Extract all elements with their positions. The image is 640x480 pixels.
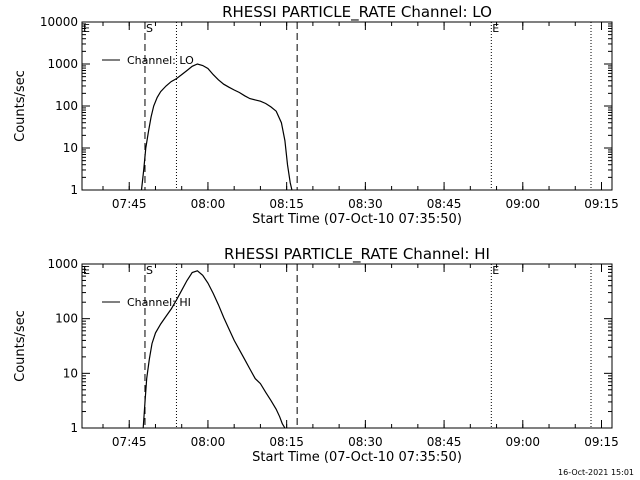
y-tick-label: 1 — [70, 183, 78, 197]
chart-title: RHESSI PARTICLE_RATE Channel: LO — [222, 3, 492, 22]
y-axis-label: Counts/sec — [13, 70, 28, 142]
legend-label: Channel: HI — [127, 296, 191, 309]
x-tick-label: 07:45 — [112, 435, 147, 449]
y-axis-label: Counts/sec — [13, 310, 28, 382]
marker-label: E — [83, 22, 90, 35]
x-tick-label: 08:00 — [191, 197, 226, 211]
x-tick-label: 09:00 — [505, 197, 540, 211]
y-tick-label: 10000 — [40, 15, 78, 29]
x-tick-label: 08:45 — [427, 197, 462, 211]
chart-panel-hi: RHESSI PARTICLE_RATE Channel: HI 07:45 08:… — [13, 245, 619, 465]
marker-label: S — [146, 22, 153, 35]
series-line — [140, 63, 293, 191]
series-line — [142, 270, 286, 429]
x-tick-label: 09:15 — [584, 435, 619, 449]
x-tick-label: 08:00 — [191, 435, 226, 449]
legend-label: Channel: LO — [127, 54, 194, 67]
x-tick-label: 08:15 — [269, 435, 304, 449]
x-axis-label: Start Time (07-Oct-10 07:35:50) — [252, 450, 462, 465]
x-tick-label: 08:30 — [348, 435, 383, 449]
y-tick-label: 1000 — [47, 257, 78, 271]
chart-title: RHESSI PARTICLE_RATE Channel: HI — [224, 245, 490, 264]
y-tick-label: 100 — [55, 312, 78, 326]
plot-frame — [81, 21, 613, 191]
x-tick-label: 08:30 — [348, 197, 383, 211]
x-tick-label: 09:15 — [584, 197, 619, 211]
marker-label: E — [492, 22, 499, 35]
x-tick-label: 08:45 — [427, 435, 462, 449]
marker-label: E — [492, 264, 499, 277]
x-tick-label: 07:45 — [112, 197, 147, 211]
y-tick-label: 10 — [63, 141, 78, 155]
y-tick-label: 1 — [70, 421, 78, 435]
plot-frame — [81, 263, 613, 429]
y-tick-label: 1000 — [47, 57, 78, 71]
x-axis-label: Start Time (07-Oct-10 07:35:50) — [252, 212, 462, 227]
marker-label: S — [146, 264, 153, 277]
footer-timestamp: 16-Oct-2021 15:01 — [558, 468, 634, 477]
y-tick-label: 100 — [55, 99, 78, 113]
x-tick-label: 09:00 — [505, 435, 540, 449]
x-tick-label: 08:15 — [269, 197, 304, 211]
chart-panel-lo: RHESSI PARTICLE_RATE Channel: LO 07:45 08:… — [13, 3, 619, 227]
marker-label: E — [83, 264, 90, 277]
y-tick-label: 10 — [63, 366, 78, 380]
